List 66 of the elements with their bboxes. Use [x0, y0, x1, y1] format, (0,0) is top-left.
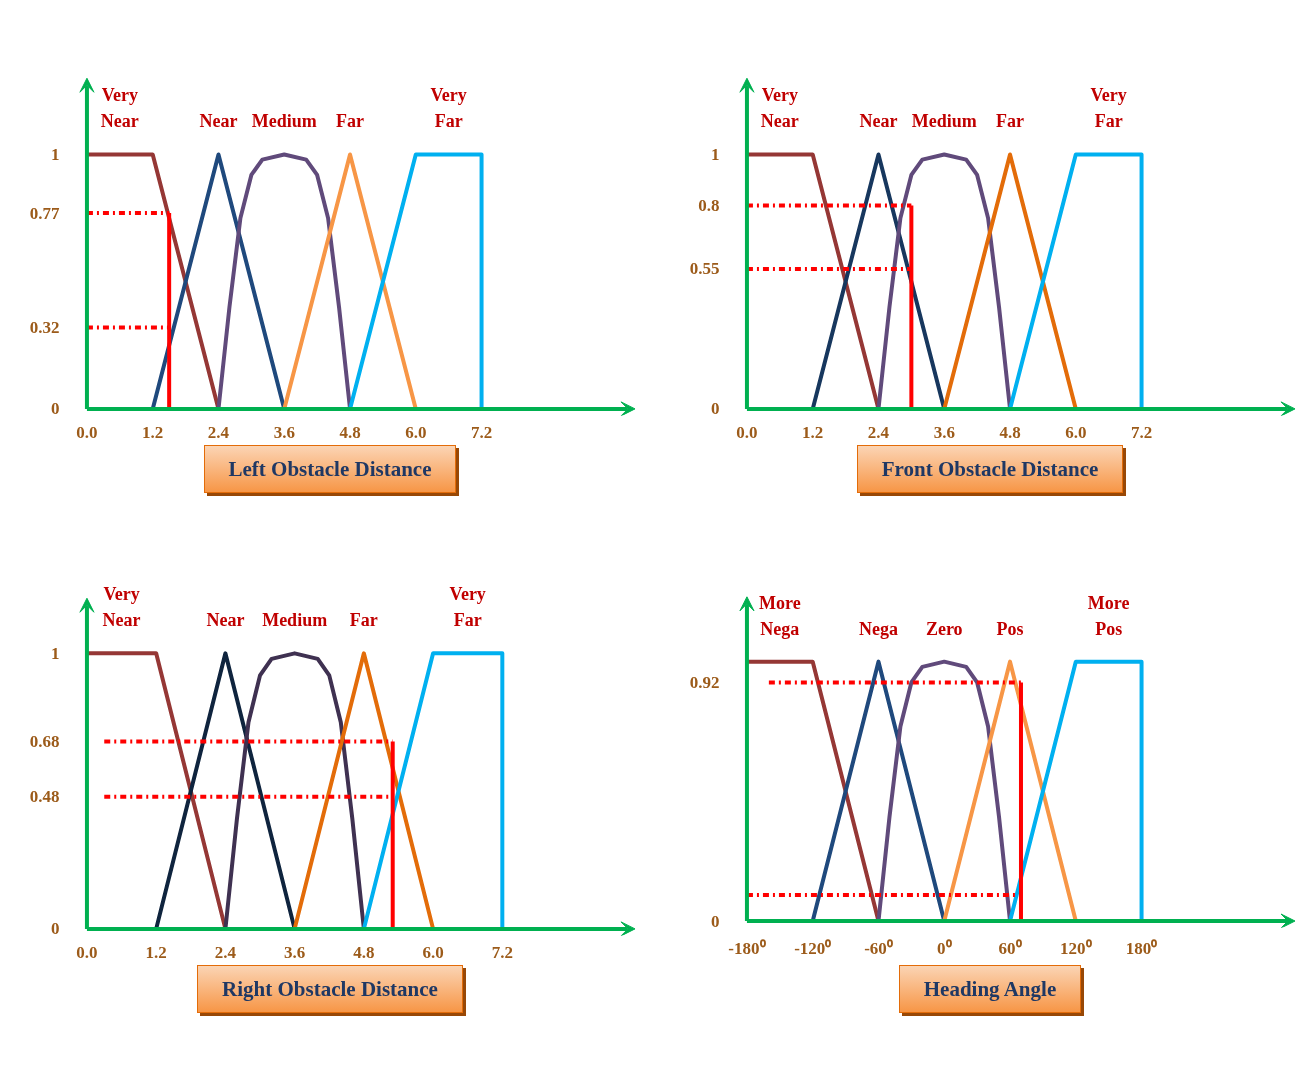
series-label: Far — [996, 111, 1025, 132]
series-label: Very Near — [102, 584, 141, 631]
x-tick-label: 0.0 — [76, 422, 98, 442]
series-label: Zero — [925, 618, 963, 639]
y-tick-label: 0 — [51, 919, 60, 939]
y-tick-label: 0 — [711, 399, 720, 419]
y-tick-label: 0.68 — [29, 732, 60, 752]
x-tick-label: 0⁰ — [937, 938, 952, 958]
y-tick-label: 1 — [711, 145, 720, 165]
series-label: Medium — [262, 610, 328, 631]
x-tick-label: 0.0 — [76, 942, 98, 962]
series-label: Far — [336, 111, 365, 132]
y-tick-label: 0 — [711, 911, 720, 931]
x-tick-label: 120⁰ — [1060, 938, 1092, 958]
x-tick-label: 4.8 — [999, 422, 1021, 442]
y-tick-label: 0.8 — [698, 195, 720, 215]
series-label: Nega — [858, 618, 898, 639]
x-tick-label: -120⁰ — [794, 938, 832, 958]
y-tick-label: 0.77 — [29, 203, 60, 223]
x-tick-label: 3.6 — [284, 942, 306, 962]
x-axis-title: Left Obstacle Distance — [203, 445, 457, 493]
x-tick-label: 7.2 — [470, 422, 493, 442]
series-label: Very Far — [1090, 85, 1127, 132]
series-label: More Nega — [759, 592, 801, 639]
series-label: Pos — [996, 618, 1024, 639]
x-tick-label: 4.8 — [339, 422, 361, 442]
x-tick-label: 60⁰ — [998, 938, 1022, 958]
y-tick-label: 1 — [51, 145, 60, 165]
x-axis-title: Right Obstacle Distance — [197, 965, 463, 1013]
x-tick-label: 2.4 — [207, 422, 230, 442]
series-label: Very Near — [760, 85, 799, 132]
x-tick-label: 2.4 — [214, 942, 237, 962]
series-label: Very Far — [430, 85, 467, 132]
x-tick-label: 7.2 — [1130, 422, 1153, 442]
x-tick-label: -60⁰ — [864, 938, 893, 958]
x-tick-label: 6.0 — [1065, 422, 1087, 442]
series-label: Very Far — [449, 584, 486, 631]
x-tick-label: 6.0 — [422, 942, 444, 962]
y-tick-label: 1 — [51, 643, 60, 663]
series-label: Medium — [911, 111, 977, 132]
y-tick-label: 0.55 — [689, 259, 720, 279]
x-tick-label: 180⁰ — [1125, 938, 1158, 958]
x-axis-title: Heading Angle — [898, 965, 1082, 1013]
x-tick-label: 2.4 — [867, 422, 890, 442]
series-label: Very Near — [100, 85, 139, 132]
y-tick-label: 0.92 — [689, 672, 720, 692]
x-tick-label: 0.0 — [736, 422, 758, 442]
series-label: Near — [206, 610, 245, 631]
series-label: Far — [349, 610, 378, 631]
x-tick-label: 1.2 — [145, 942, 167, 962]
series-label: Near — [199, 111, 238, 132]
x-tick-label: 7.2 — [491, 942, 513, 962]
series-label: Medium — [251, 111, 317, 132]
x-axis-title: Front Obstacle Distance — [856, 445, 1124, 493]
x-tick-label: 1.2 — [802, 422, 824, 442]
x-tick-label: -180⁰ — [728, 938, 766, 958]
y-tick-label: 0.48 — [29, 787, 60, 807]
series-label: More Pos — [1087, 592, 1130, 639]
y-tick-label: 0 — [51, 399, 60, 419]
x-tick-label: 4.8 — [353, 942, 375, 962]
series-label: Near — [859, 111, 898, 132]
x-tick-label: 1.2 — [142, 422, 164, 442]
x-tick-label: 3.6 — [933, 422, 955, 442]
y-tick-label: 0.32 — [29, 318, 60, 337]
x-tick-label: 6.0 — [405, 422, 427, 442]
x-tick-label: 3.6 — [273, 422, 295, 442]
